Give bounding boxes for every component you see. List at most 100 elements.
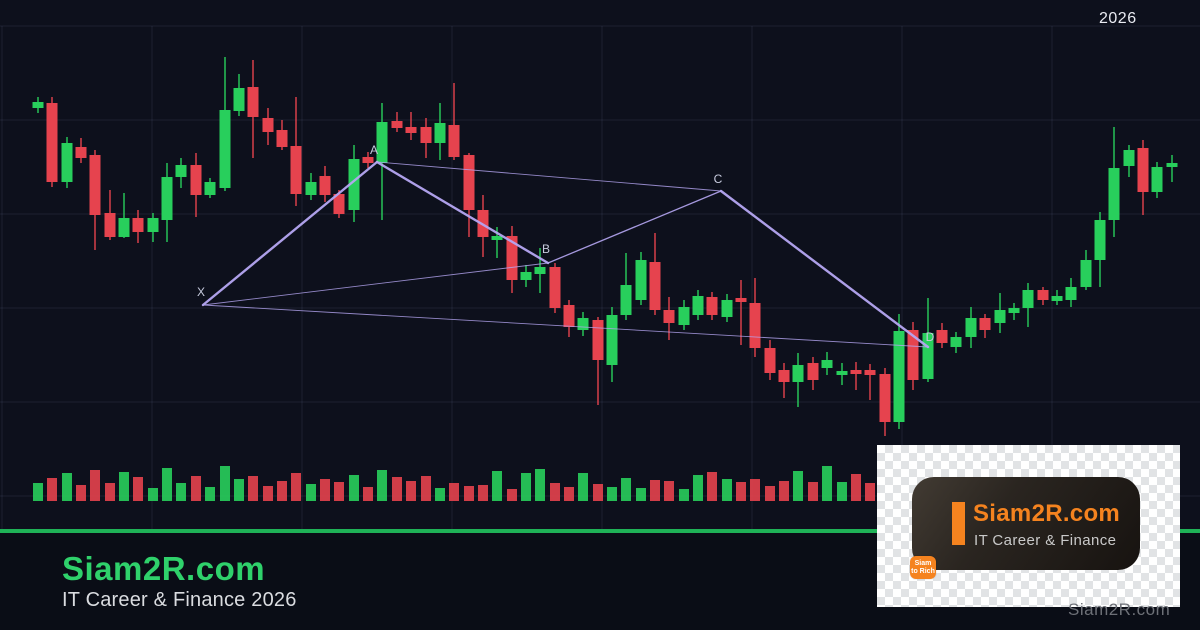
candle-body <box>204 182 216 195</box>
candle-body <box>1037 290 1049 300</box>
volume-bar <box>593 484 603 501</box>
volume-bar <box>851 474 861 501</box>
candle-body <box>319 176 331 195</box>
volume-bar <box>205 487 215 501</box>
candle-body <box>965 318 977 337</box>
candle-body <box>118 218 130 237</box>
volume-bar <box>607 487 617 501</box>
candle-body <box>1022 290 1034 308</box>
candle-body <box>1166 163 1178 167</box>
candle-body <box>549 267 561 308</box>
volume-bar <box>550 483 560 501</box>
volume-bar <box>808 482 818 501</box>
logo-dark-panel: Siam2R.com IT Career & Finance <box>912 477 1140 570</box>
volume-bar <box>277 481 287 501</box>
badge-line-2: to Rich <box>911 567 935 575</box>
volume-bar <box>750 479 760 501</box>
candle-body <box>764 348 776 373</box>
candle-body <box>994 310 1006 323</box>
volume-bar <box>421 476 431 501</box>
candle-body <box>104 213 116 237</box>
footer-brand: Siam2R.com <box>62 550 266 587</box>
pattern-point-label: D <box>926 330 935 344</box>
candle-body <box>219 110 231 188</box>
candle-body <box>706 297 718 315</box>
candle-body <box>922 333 934 379</box>
candle-body <box>405 127 417 133</box>
candle-body <box>434 123 446 143</box>
candle-body <box>376 122 388 163</box>
candle-body <box>305 182 317 195</box>
candle-body <box>620 285 632 315</box>
candle-body <box>247 87 259 117</box>
volume-bar <box>248 476 258 501</box>
logo-subtitle: IT Career & Finance <box>974 532 1117 549</box>
candle-body <box>1008 308 1020 313</box>
volume-bar <box>707 472 717 501</box>
volume-bar <box>377 470 387 501</box>
candle-body <box>592 320 604 360</box>
candle-body <box>663 310 675 323</box>
candle-body <box>807 363 819 380</box>
candle-body <box>836 371 848 375</box>
pattern-line-medium <box>547 190 722 264</box>
candle-body <box>491 236 503 240</box>
volume-bar <box>492 471 502 501</box>
volume-bar <box>507 489 517 501</box>
volume-bar <box>176 483 186 501</box>
volume-bar <box>564 487 574 501</box>
candle-body <box>520 272 532 280</box>
siam-to-rich-badge: Siam to Rich <box>910 556 936 579</box>
candle-body <box>362 157 374 163</box>
volume-bar <box>679 489 689 501</box>
candle-body <box>1080 260 1092 287</box>
volume-bar <box>693 475 703 501</box>
pattern-line-thick <box>201 160 379 307</box>
pattern-line-thick <box>375 160 550 265</box>
volume-bar <box>464 486 474 501</box>
candle-body <box>749 303 761 348</box>
pattern-point-label: A <box>370 143 378 157</box>
volume-bar <box>865 483 875 501</box>
pattern-point-label: B <box>542 242 550 256</box>
candle-body <box>778 370 790 382</box>
volume-bar <box>822 466 832 501</box>
candle-body <box>1123 150 1135 166</box>
volume-bar <box>291 473 301 501</box>
candle-body <box>161 177 173 220</box>
candle-body <box>32 102 44 108</box>
candle-body <box>276 130 288 147</box>
candle-body <box>735 298 747 302</box>
volume-bar <box>162 468 172 501</box>
candle-body <box>577 318 589 330</box>
volume-bar <box>90 470 100 501</box>
candle-body <box>879 374 891 422</box>
volume-bar <box>664 481 674 501</box>
volume-bar <box>119 472 129 501</box>
candle-body <box>262 118 274 132</box>
candle-body <box>563 305 575 327</box>
candle-body <box>333 194 345 214</box>
candle-body <box>75 147 87 158</box>
candle-body <box>420 127 432 143</box>
candle-body <box>1051 296 1063 301</box>
volume-bar <box>793 471 803 501</box>
volume-bar <box>722 479 732 501</box>
pattern-line-thin <box>202 304 929 348</box>
candle-body <box>635 260 647 300</box>
year-label: 2026 <box>1099 10 1137 27</box>
badge-line-1: Siam <box>914 559 932 567</box>
volume-bar <box>33 483 43 501</box>
logo-accent-bar <box>952 502 965 545</box>
candle-body <box>1137 148 1149 192</box>
volume-bar <box>435 488 445 501</box>
candle-body <box>448 125 460 157</box>
candle-body <box>233 88 245 111</box>
footer-tagline: IT Career & Finance 2026 <box>62 589 297 611</box>
candle-body <box>1094 220 1106 260</box>
candle-body <box>606 315 618 365</box>
volume-bar <box>535 469 545 501</box>
volume-bar <box>105 483 115 501</box>
candle-body <box>821 360 833 368</box>
volume-bar <box>263 486 273 501</box>
